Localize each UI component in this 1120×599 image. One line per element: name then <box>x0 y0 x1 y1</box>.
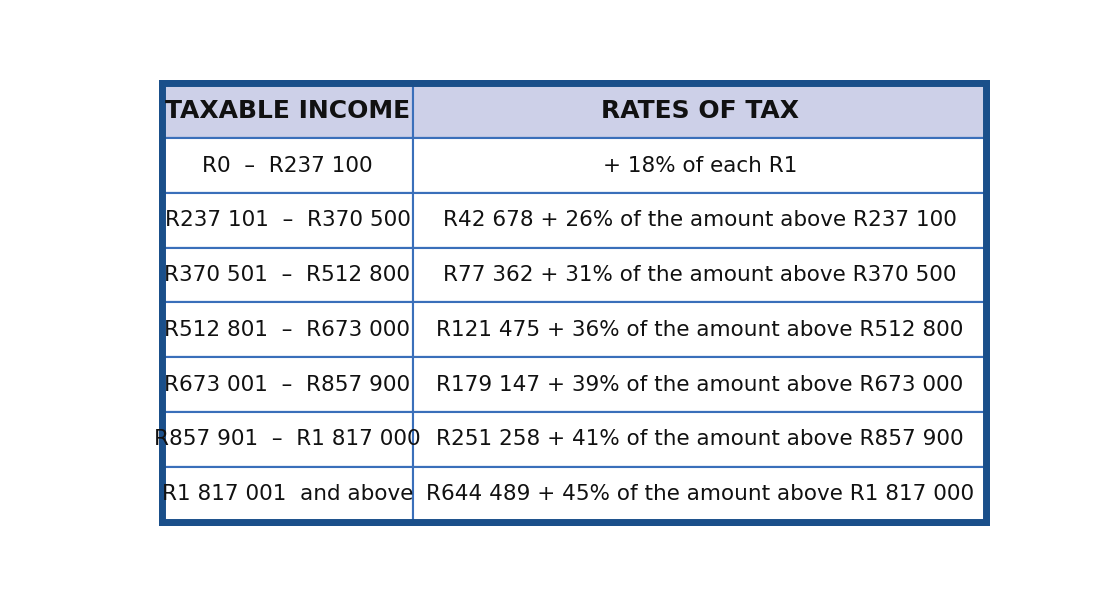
Text: RATES OF TAX: RATES OF TAX <box>600 99 799 123</box>
Text: R370 501  –  R512 800: R370 501 – R512 800 <box>165 265 410 285</box>
Bar <box>161 412 413 467</box>
Text: R1 817 001  and above: R1 817 001 and above <box>161 484 413 504</box>
Text: R179 147 + 39% of the amount above R673 000: R179 147 + 39% of the amount above R673 … <box>436 374 963 395</box>
Bar <box>161 83 987 138</box>
Bar <box>161 302 987 357</box>
Bar <box>161 138 413 193</box>
Text: TAXABLE INCOME: TAXABLE INCOME <box>165 99 410 123</box>
Text: R644 489 + 45% of the amount above R1 817 000: R644 489 + 45% of the amount above R1 81… <box>426 484 973 504</box>
Text: + 18% of each R1: + 18% of each R1 <box>603 156 797 176</box>
Bar <box>413 193 987 248</box>
Bar <box>161 83 413 138</box>
Bar <box>161 412 987 467</box>
Bar <box>161 248 413 302</box>
Bar <box>161 357 987 412</box>
Bar <box>161 357 413 412</box>
Text: R673 001  –  R857 900: R673 001 – R857 900 <box>165 374 411 395</box>
Bar <box>413 302 987 357</box>
Text: R0  –  R237 100: R0 – R237 100 <box>202 156 373 176</box>
Bar <box>413 467 987 522</box>
Text: R512 801  –  R673 000: R512 801 – R673 000 <box>165 320 410 340</box>
Bar <box>413 412 987 467</box>
Bar <box>413 83 987 138</box>
Bar <box>413 248 987 302</box>
Bar <box>161 193 413 248</box>
Text: R237 101  –  R370 500: R237 101 – R370 500 <box>165 210 410 231</box>
Bar <box>161 467 413 522</box>
Bar <box>161 467 987 522</box>
Bar <box>161 138 987 193</box>
Bar <box>161 248 987 302</box>
Bar <box>413 357 987 412</box>
Text: R121 475 + 36% of the amount above R512 800: R121 475 + 36% of the amount above R512 … <box>436 320 963 340</box>
Text: R251 258 + 41% of the amount above R857 900: R251 258 + 41% of the amount above R857 … <box>436 429 963 449</box>
Bar <box>161 302 413 357</box>
Text: R857 901  –  R1 817 000: R857 901 – R1 817 000 <box>155 429 421 449</box>
Bar <box>161 193 987 248</box>
Text: R77 362 + 31% of the amount above R370 500: R77 362 + 31% of the amount above R370 5… <box>444 265 956 285</box>
Bar <box>413 138 987 193</box>
Text: R42 678 + 26% of the amount above R237 100: R42 678 + 26% of the amount above R237 1… <box>442 210 956 231</box>
